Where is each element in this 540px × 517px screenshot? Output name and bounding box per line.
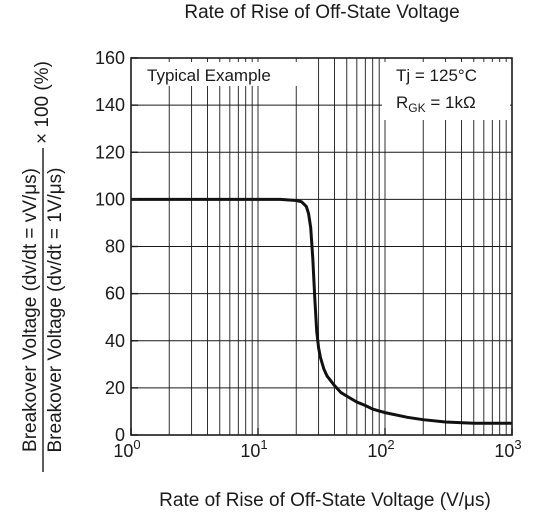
annotation-left-box [140,62,298,86]
grid-lines [131,57,512,436]
annotation-rgk: RGK = 1kΩ [396,93,476,115]
y-axis-label: Breakover Voltage (dv/dt = vV/μs) Breako… [20,61,66,472]
x-tick-label: 102 [367,437,394,461]
x-axis-label: Rate of Rise of Off-State Voltage (V/μs) [159,490,491,511]
y-tick-label: 20 [105,378,125,398]
series-line [131,197,512,425]
y-tick-label: 60 [105,284,125,304]
y-tick-label: 160 [95,48,125,68]
annotation-rgk-rest: = 1kΩ [426,93,476,112]
axis-ticks: 0 20 40 60 80 100 120 140 160 100 101 102 103 [95,48,522,461]
annotation-rgk-sub: GK [408,101,425,115]
x-tick-label: 100 [113,437,140,461]
y-tick-label: 140 [95,95,125,115]
y-axis-label-denominator: Breakover Voltage (dv/dt = 1V/μs) [45,167,66,452]
y-axis-label-numerator: Breakover Voltage (dv/dt = vV/μs) [20,168,41,452]
chart-title: Rate of Rise of Off-State Voltage [184,2,459,23]
y-tick-label: 80 [105,237,125,257]
annotation-typical-example: Typical Example [147,66,271,85]
x-tick-label: 101 [240,437,267,461]
annotation-rgk-main: R [396,93,408,112]
y-tick-label: 120 [95,142,125,162]
annotation-tj: Tj = 125°C [396,66,477,85]
data-series [131,197,512,425]
y-tick-label: 0 [115,425,125,445]
y-tick-label: 40 [105,331,125,351]
annotation-right-box [382,62,510,120]
y-tick-label: 100 [95,189,125,209]
y-axis-label-suffix: × 100 (%) [32,61,53,144]
x-tick-label: 103 [494,437,521,461]
